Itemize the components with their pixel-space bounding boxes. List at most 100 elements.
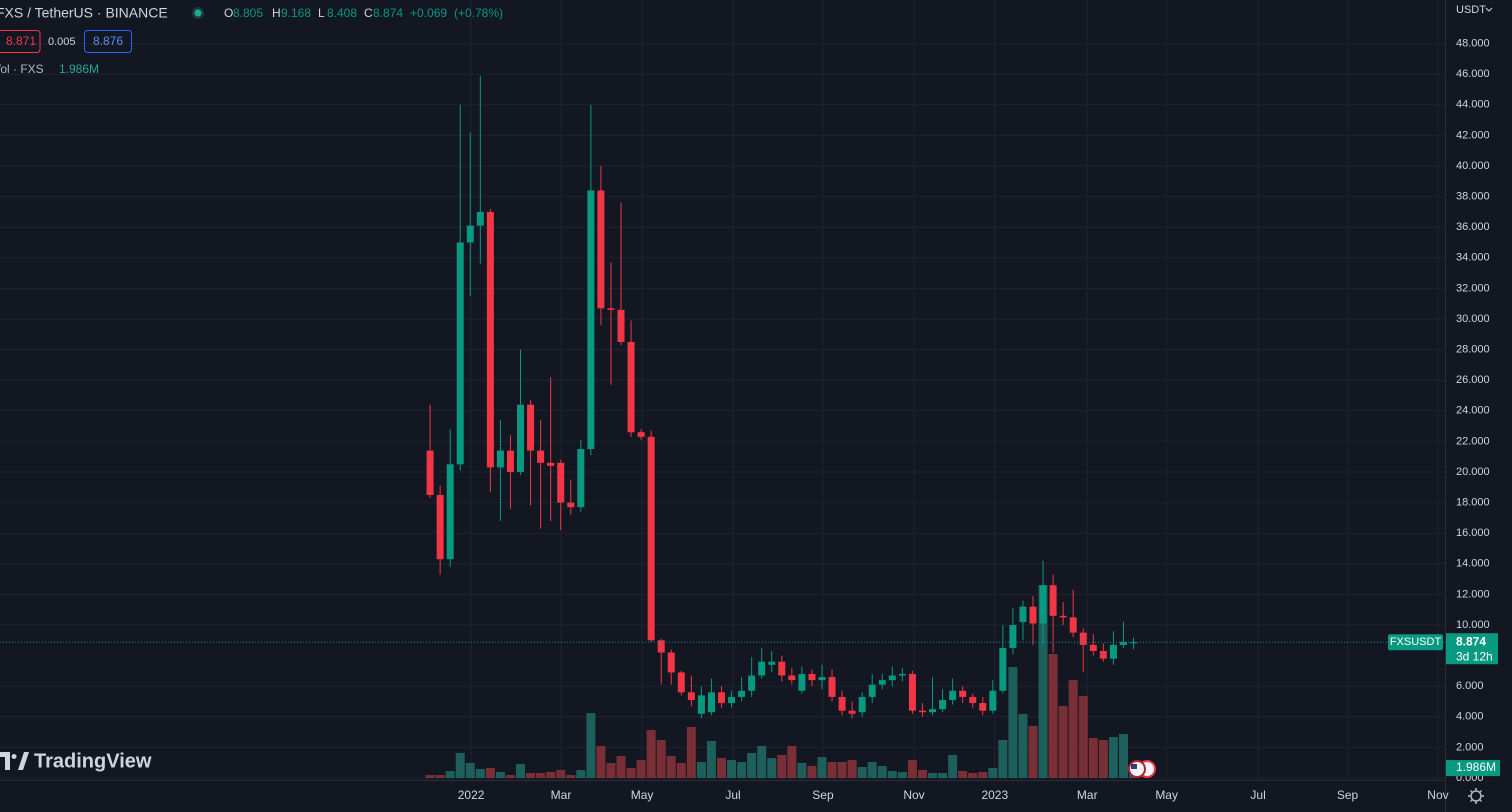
ask: 8.876 <box>93 34 123 48</box>
y-tick-label: 14.000 <box>1456 558 1490 570</box>
volume-bar <box>536 773 546 778</box>
volume-bar <box>938 773 948 778</box>
bid: 8.871 <box>6 34 36 48</box>
ohlc-letter: O <box>224 6 233 20</box>
x-tick-label: Sep <box>1337 788 1359 802</box>
candle-body <box>939 699 947 710</box>
x-tick-label: 2023 <box>981 788 1008 802</box>
volume-bar <box>475 769 485 778</box>
candle-body <box>597 190 605 309</box>
candle-body <box>687 692 695 700</box>
candle-body <box>848 710 856 714</box>
candle-body <box>707 692 715 713</box>
volume-bar <box>747 753 757 778</box>
volume-bar <box>566 775 576 778</box>
y-tick-label: 2.000 <box>1456 741 1484 753</box>
candle-body <box>657 640 665 653</box>
candle-body <box>1039 585 1047 624</box>
candle-body <box>888 675 896 681</box>
ohlc-letter: L <box>318 6 325 20</box>
y-tick-label: 16.000 <box>1456 527 1490 539</box>
y-tick-label: 44.000 <box>1456 99 1490 111</box>
candle-body <box>557 462 565 503</box>
candle-body <box>567 502 575 508</box>
candle-body <box>778 661 786 676</box>
candle-body <box>587 190 595 450</box>
volume-bar <box>1018 714 1028 778</box>
volume-bar <box>827 762 837 778</box>
candle-body <box>858 696 866 713</box>
volume-bar <box>606 763 616 778</box>
y-tick-label: 34.000 <box>1456 252 1490 264</box>
change: +0.069 <box>410 6 447 20</box>
volume-bar <box>1068 680 1078 778</box>
volume-bar <box>948 755 958 778</box>
settings[interactable] <box>1468 788 1484 804</box>
ohlc-value: 8.874 <box>373 6 403 20</box>
volume-bar <box>757 746 767 778</box>
x-tick-label: Nov <box>1427 788 1448 802</box>
volume-bar <box>465 763 475 778</box>
candle-body <box>717 692 725 704</box>
y-tick-label: 20.000 <box>1456 466 1490 478</box>
candle-body <box>748 675 756 691</box>
volume-bar <box>1078 696 1088 778</box>
volume-bar <box>1098 740 1108 778</box>
candle-body <box>527 404 535 451</box>
volume-bar <box>1038 585 1048 778</box>
volume-bar <box>646 730 656 778</box>
ohlc-letter: C <box>364 6 373 20</box>
y-tick-label: 38.000 <box>1456 191 1490 203</box>
ask-box <box>84 30 132 53</box>
volume-bar <box>907 760 917 778</box>
symbol-label: FXSUSDT <box>1390 636 1442 648</box>
logo-mark <box>0 752 29 770</box>
volume-bar <box>666 756 676 778</box>
volume-box <box>1446 760 1500 777</box>
candle-body <box>738 690 746 697</box>
volume-bar <box>656 740 666 778</box>
symbol-box <box>1388 634 1443 651</box>
volume-bar <box>737 762 747 778</box>
candle-body <box>959 690 967 697</box>
settings-icon <box>1468 788 1484 804</box>
y-tick-label: 46.000 <box>1456 68 1490 80</box>
y-tick-label: 26.000 <box>1456 374 1490 386</box>
y-tick-label: 48.000 <box>1456 38 1490 50</box>
volume-bar <box>867 762 877 778</box>
x-tick-label: Mar <box>551 788 572 802</box>
candle-body <box>999 647 1007 691</box>
y-tick-label: 4.000 <box>1456 711 1484 723</box>
candle-body <box>426 450 434 495</box>
candle-body <box>868 684 876 697</box>
candle-body <box>446 464 454 560</box>
x-tick-label: 2022 <box>458 788 485 802</box>
x-tick-label: May <box>1155 788 1178 802</box>
candle-body <box>1109 644 1117 659</box>
x-tick-label: May <box>631 788 654 802</box>
y-tick-label: 18.000 <box>1456 497 1490 509</box>
candle-body <box>506 450 514 473</box>
y-tick-label: 40.000 <box>1456 160 1490 172</box>
candle-body <box>989 690 997 711</box>
candle-body <box>929 709 937 713</box>
ohlc-value: 9.168 <box>281 6 311 20</box>
volume-bar <box>877 766 887 778</box>
currency: USDT <box>1456 4 1486 16</box>
ohlc-value: 8.408 <box>327 6 357 20</box>
candle-body <box>466 225 474 243</box>
volume-bar <box>928 773 938 778</box>
candle-body <box>607 308 615 310</box>
volume-last: 1.986M <box>1456 760 1496 774</box>
y-tick-label: 10.000 <box>1456 619 1490 631</box>
volume-bar <box>1048 654 1058 778</box>
candle-body <box>1009 625 1017 648</box>
volume-bar <box>797 763 807 778</box>
volume-bar <box>686 727 696 778</box>
volume-bar <box>696 762 706 778</box>
candle-body <box>1129 642 1137 644</box>
volume-bar <box>716 758 726 778</box>
last-price: 8.874 <box>1456 634 1486 648</box>
volume-bar <box>586 713 596 778</box>
